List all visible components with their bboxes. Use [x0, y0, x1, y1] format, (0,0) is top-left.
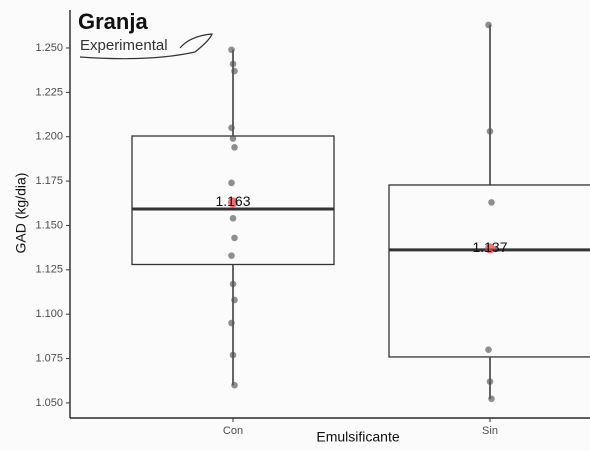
- point: [231, 234, 238, 242]
- point: [229, 60, 237, 68]
- mean-label: 1.137: [472, 239, 507, 255]
- point: [485, 21, 492, 29]
- point: [228, 252, 235, 259]
- point: [231, 381, 238, 389]
- point: [229, 351, 237, 359]
- point: [486, 128, 494, 135]
- box: [388, 184, 590, 358]
- logo-leaf: [79, 33, 213, 60]
- y-tick-label: 1.050: [35, 397, 63, 409]
- y-tick-label: 1.200: [35, 131, 63, 143]
- point: [229, 280, 237, 288]
- logo-subtitle: Experimental: [80, 37, 168, 54]
- y-tick-label: 1.225: [35, 86, 63, 98]
- mean: [485, 243, 495, 254]
- point: [231, 144, 238, 151]
- x-tick-label: Con: [223, 425, 243, 437]
- point: [228, 319, 235, 327]
- y-tick-label: 1.075: [35, 352, 63, 364]
- point: [228, 46, 235, 54]
- y-tick-label: 1.150: [35, 219, 63, 231]
- point: [228, 179, 235, 187]
- point: [229, 215, 237, 222]
- x-axis-title: Emulsificante: [316, 429, 399, 445]
- y-axis-title: GAD (kg/dia): [13, 173, 29, 254]
- x-tick-label: Sin: [482, 425, 498, 437]
- point: [231, 296, 238, 304]
- mean: [228, 197, 238, 208]
- logo-title: Granja: [78, 9, 148, 34]
- y-tick-label: 1.125: [35, 264, 63, 276]
- point: [228, 124, 235, 132]
- point: [488, 199, 495, 206]
- point: [231, 67, 238, 75]
- mean-label: 1.163: [215, 193, 250, 209]
- point: [486, 378, 494, 385]
- y-tick-label: 1.250: [35, 42, 63, 54]
- y-tick-label: 1.175: [35, 175, 63, 187]
- y-tick-label: 1.100: [35, 308, 63, 320]
- point: [229, 135, 237, 142]
- point: [488, 395, 495, 403]
- point: [485, 346, 492, 353]
